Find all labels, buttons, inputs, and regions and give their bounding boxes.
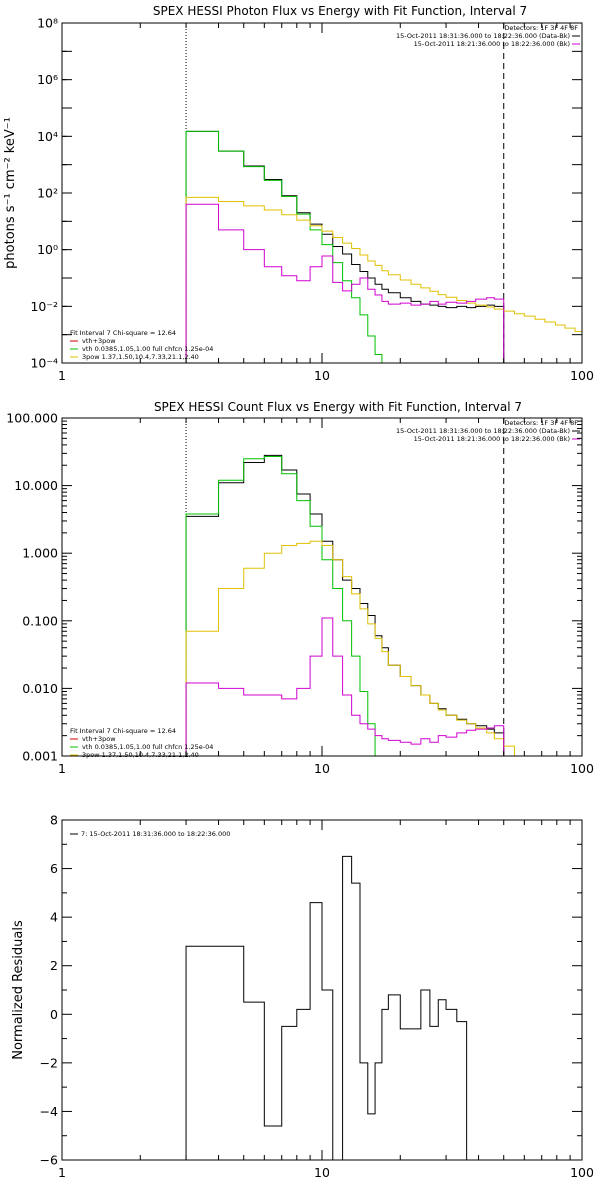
x-tick-label: 10 [314,368,330,383]
y-tick-label: −6 [40,1153,58,1168]
series-step-0 [185,454,505,756]
fit-interval-label: Fit Interval 7 Chi-square = 12.64 [70,727,176,735]
y-tick-label: 10² [37,186,58,201]
y-tick-label: 10.000 [14,478,58,493]
legend-data-bk: 15-Oct-2011 18:31:36.000 to 18:22:36.000… [396,427,570,435]
legend-bk: 15-Oct-2011 18:21:36.000 to 18:22:36.000… [414,435,570,443]
y-tick-label: 0.100 [22,613,58,628]
y-tick-label: 10⁴ [37,129,58,144]
series-step-0 [185,130,505,363]
plot-frame [61,22,583,364]
legend-3pow: 3pow 1.37,1.50,10.4,7.33,21.1,2.40 [82,353,199,361]
y-tick-label: −4 [40,1104,58,1119]
legend-data-bk: 15-Oct-2011 18:31:36.000 to 18:22:36.000… [396,32,570,40]
series-step-1 [185,455,383,756]
series-step-2 [185,196,582,363]
plot-frame [61,819,583,1161]
photon-flux-panel: SPEX HESSI Photon Flux vs Energy with Fi… [3,4,594,383]
x-tick-label: 10 [314,761,330,776]
x-tick-label: 100 [570,1165,594,1180]
y-tick-label: 0 [50,1007,58,1022]
x-tick-label: 100 [570,761,594,776]
y-tick-label: 2 [50,958,58,973]
legend-vth: vth 0.0385,1.05,1.00 full chfcn 1.25e-04 [82,345,213,353]
count-flux-panel: SPEX HESSI Count Flux vs Energy with Fit… [6,400,594,776]
y-tick-label: 10⁰ [37,242,58,257]
x-tick-label: 1 [58,1165,66,1180]
y-tick-label: 10⁸ [37,16,58,31]
legend-vth: vth 0.0385,1.05,1.00 full chfcn 1.25e-04 [82,743,213,751]
legend-vth-3pow: vth+3pow [82,735,116,743]
plot-frame [61,417,583,757]
y-tick-label: 8 [50,813,58,828]
chart-title: SPEX HESSI Count Flux vs Energy with Fit… [154,400,522,414]
y-tick-label: 0.010 [22,681,58,696]
y-axis-label: photons s⁻¹ cm⁻² keV⁻¹ [3,117,18,269]
legend-vth-3pow: vth+3pow [82,337,116,345]
series-step-3 [185,203,515,363]
legend-bk: 15-Oct-2011 18:21:36.000 to 18:22:36.000… [414,40,570,48]
series-step-0 [185,855,468,1160]
y-tick-label: −2 [40,1055,58,1070]
x-tick-label: 1 [58,761,66,776]
y-tick-label: 1.000 [22,546,58,561]
residuals-panel: Normalized Residuals 7: 15-Oct-2011 18:3… [11,813,594,1181]
x-tick-label: 100 [570,368,594,383]
y-tick-label: 10⁻² [30,299,58,314]
y-tick-label: 100.000 [6,411,58,426]
x-tick-label: 1 [58,368,66,383]
y-tick-label: 4 [50,910,58,925]
y-tick-label: 0.001 [22,749,58,764]
legend-interval: 7: 15-Oct-2011 18:31:36.000 to 18:22:36.… [81,830,230,838]
y-tick-label: 6 [50,861,58,876]
series-step-3 [185,617,505,756]
y-tick-label: 10⁶ [37,72,58,87]
y-axis-label: Normalized Residuals [11,920,26,1060]
series-step-2 [185,540,546,756]
chart-title: SPEX HESSI Photon Flux vs Energy with Fi… [153,4,527,18]
fit-interval-label: Fit Interval 7 Chi-square = 12.64 [70,329,176,337]
series-step-1 [185,130,389,363]
y-tick-label: 10⁻⁴ [30,356,58,371]
x-tick-label: 10 [314,1165,330,1180]
